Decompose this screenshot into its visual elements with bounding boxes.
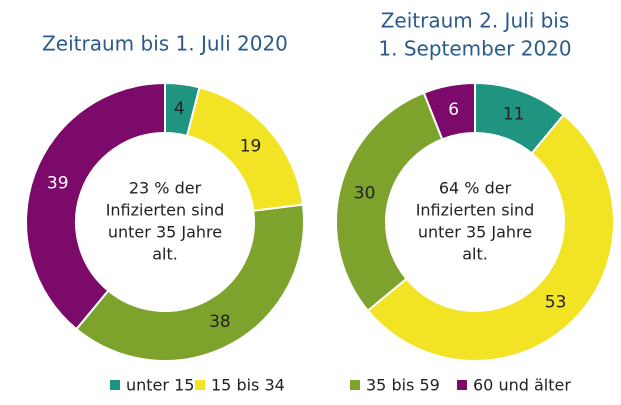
chart-title: 1. September 2020: [378, 37, 571, 61]
data-label: 19: [240, 137, 262, 157]
legend-swatch: [110, 380, 120, 390]
data-label: 4: [174, 99, 185, 119]
donut-segment: [74, 203, 305, 362]
donut-segment: [25, 81, 166, 331]
center-text: alt.: [152, 245, 178, 264]
center-text: 64 % der: [439, 179, 512, 198]
donut-segment: [335, 91, 444, 313]
legend-label: 15 bis 34: [211, 376, 285, 395]
center-text: unter 35 Jahre: [108, 223, 222, 242]
center-text: unter 35 Jahre: [418, 223, 532, 242]
data-label: 30: [354, 184, 376, 204]
chart-title: Zeitraum 2. Juli bis: [381, 9, 570, 33]
data-label: 6: [448, 100, 459, 120]
center-text: Infizierten sind: [106, 201, 225, 220]
legend-label: unter 15: [126, 376, 194, 395]
center-text: alt.: [462, 245, 488, 264]
center-text: Infizierten sind: [416, 201, 535, 220]
data-label: 38: [209, 312, 231, 332]
center-text: 23 % der: [129, 179, 202, 198]
chart-title: Zeitraum bis 1. Juli 2020: [42, 32, 288, 56]
legend-label: 60 und älter: [473, 376, 571, 395]
data-label: 11: [503, 105, 525, 125]
legend-label: 35 bis 59: [366, 376, 440, 395]
donut-segment: [422, 81, 476, 141]
donut-segment: [366, 113, 615, 362]
data-label: 53: [545, 293, 567, 313]
legend-swatch: [195, 380, 205, 390]
data-label: 39: [47, 173, 69, 193]
legend-swatch: [457, 380, 467, 390]
legend-swatch: [350, 380, 360, 390]
